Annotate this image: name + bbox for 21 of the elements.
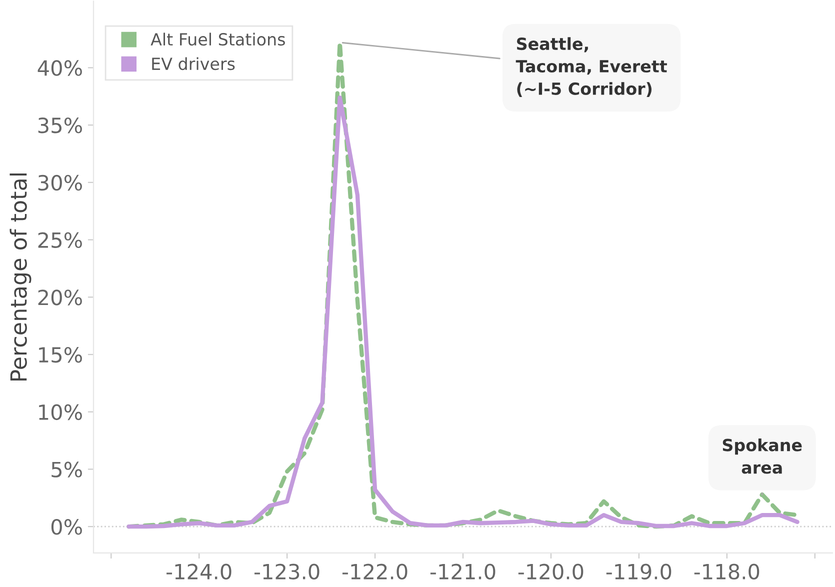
y-tick-label: 10% — [39, 404, 82, 420]
x-tick-label: -121.0 — [430, 564, 496, 580]
x-tick-label: -123.0 — [254, 564, 320, 580]
annotation: Spokane area — [722, 438, 802, 474]
y-tick-label: 0% — [51, 519, 82, 535]
y-tick-label: 40% — [38, 60, 82, 76]
y-tick-label: 5% — [52, 462, 82, 478]
y-tick-label: 15% — [39, 346, 82, 363]
y-axis-title: Percentage of total — [10, 173, 32, 381]
y-tick-label: 35% — [38, 118, 82, 134]
x-tick-label: -122.0 — [342, 564, 408, 580]
x-tick-label: -120.0 — [518, 564, 584, 580]
x-tick-label: -118.0 — [694, 564, 760, 580]
legend-label: Alt Fuel Stations — [150, 32, 285, 46]
legend-label: EV drivers — [152, 57, 235, 70]
annotation: Seattle, Tacoma, Everett (~I-5 Corridor) — [516, 37, 667, 97]
y-tick-label: 20% — [38, 290, 82, 306]
y-tick-label: 25% — [38, 232, 82, 248]
x-tick-label: -124.0 — [166, 564, 232, 580]
x-tick-label: -119.0 — [606, 564, 672, 580]
y-tick-label: 30% — [38, 174, 82, 191]
